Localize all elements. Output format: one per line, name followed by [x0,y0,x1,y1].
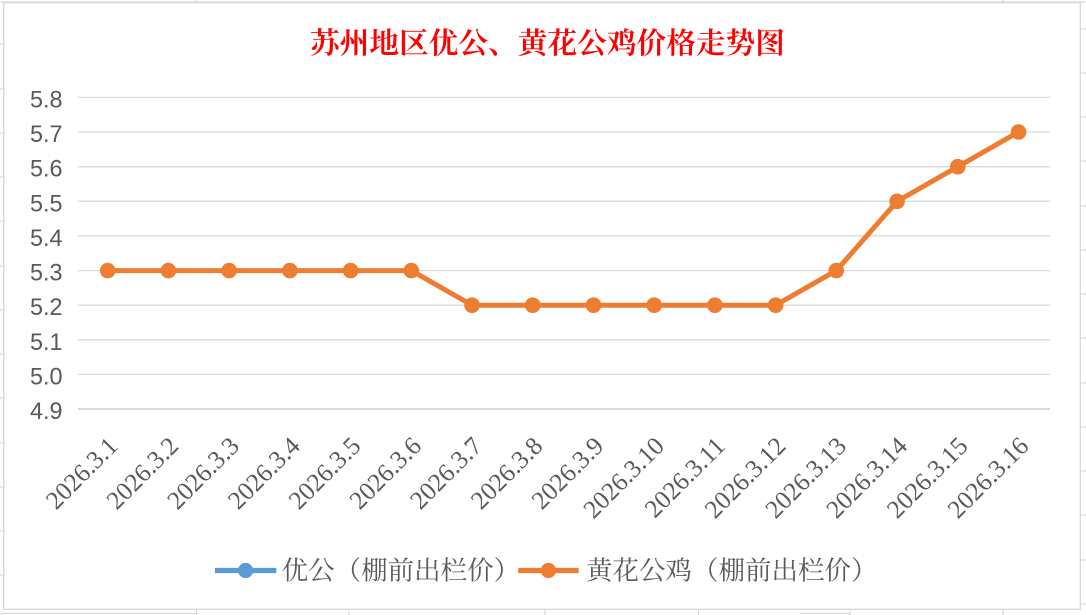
svg-text:5.0: 5.0 [30,363,63,390]
svg-text:5.6: 5.6 [30,156,63,183]
svg-text:5.8: 5.8 [30,86,63,113]
svg-text:5.2: 5.2 [30,294,63,321]
svg-text:4.9: 4.9 [30,398,63,425]
svg-text:5.7: 5.7 [30,121,63,148]
svg-text:5.3: 5.3 [30,260,63,287]
svg-text:5.1: 5.1 [30,329,63,356]
svg-text:5.4: 5.4 [30,225,63,252]
svg-text:5.5: 5.5 [30,190,63,217]
